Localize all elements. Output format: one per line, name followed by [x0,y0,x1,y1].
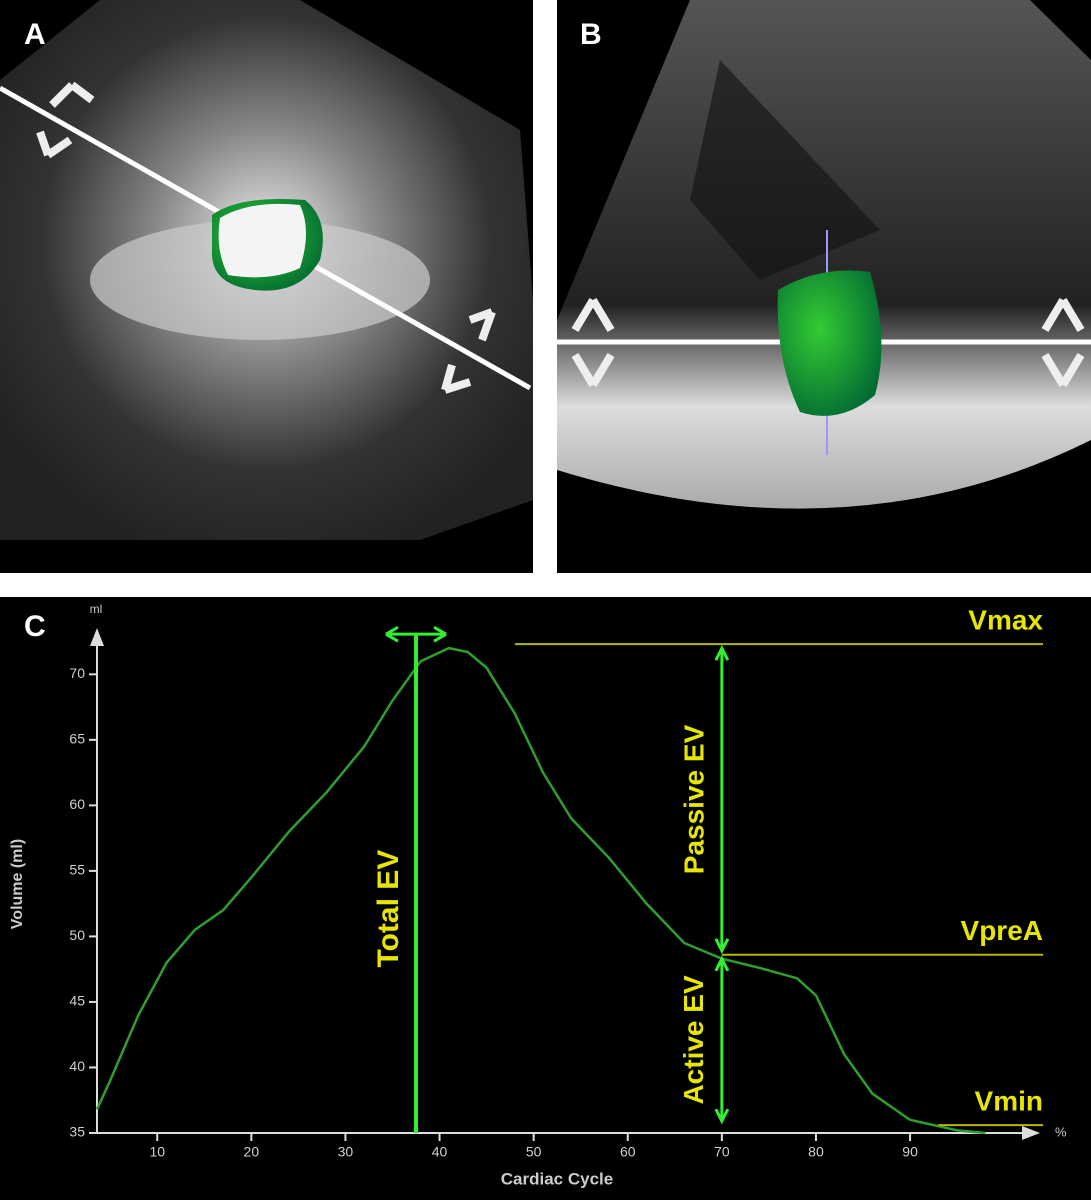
x-tick-label: 40 [432,1144,448,1160]
y-unit: ml [90,602,103,616]
chamber [690,60,880,280]
reference-label: VpreA [961,915,1043,946]
x-tick-label: 20 [244,1144,260,1160]
y-tick-label: 45 [69,993,85,1009]
x-tick-label: 80 [808,1144,824,1160]
y-tick-label: 40 [69,1058,85,1074]
panel-b: B [557,0,1091,573]
reference-label: Vmin [975,1086,1043,1117]
y-axis-arrow [90,628,104,646]
x-tick-label: 50 [526,1144,542,1160]
y-tick-label: 50 [69,927,85,943]
arrow [441,308,496,394]
x-axis-title: Cardiac Cycle [501,1169,613,1188]
span-arrow [714,644,730,955]
x-tick-label: 60 [620,1144,636,1160]
arrow [36,81,95,159]
x-tick-label: 30 [338,1144,354,1160]
volume-curve [95,646,986,1135]
panel-label: C [24,610,46,643]
x-tick-label: 90 [902,1144,918,1160]
panel-c: C ml % Volume (ml) Cardiac Cycle 10 20 30 4… [0,597,1091,1200]
model-3d-face [218,203,306,278]
panel-bg [0,597,1091,1200]
x-unit: % [1055,1124,1067,1139]
x-axis-arrow [1022,1126,1040,1140]
y-tick-label: 70 [69,665,85,681]
total-ev-label: Total EV [372,850,405,968]
arrow [571,297,1085,388]
ultrasound-image [557,0,1091,509]
y-tick-label: 55 [69,862,85,878]
model-3d [777,270,882,416]
panel-label: A [24,18,46,51]
x-tick-label: 10 [149,1144,165,1160]
span-label: Active EV [678,975,709,1104]
total-ev-arrow [385,625,447,643]
reference-label: Vmax [968,605,1043,636]
y-tick-label: 60 [69,796,85,812]
x-tick-label: 70 [714,1144,730,1160]
span-label: Passive EV [678,724,709,874]
panel-label: B [580,18,602,51]
span-arrow [714,955,730,1125]
y-tick-label: 35 [69,1124,85,1140]
y-tick-label: 65 [69,731,85,747]
panel-a: A [0,0,533,573]
y-axis-title: Volume (ml) [9,839,26,929]
